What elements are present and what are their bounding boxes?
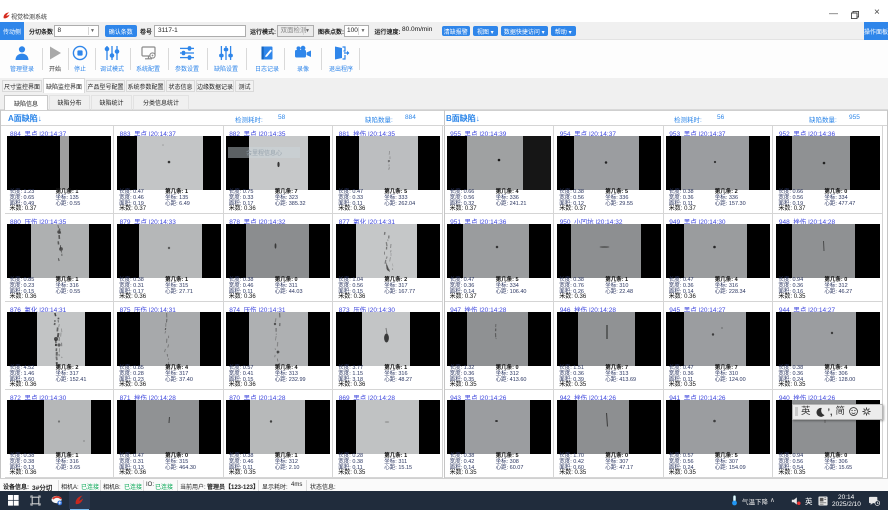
svg-text:会里程信息心: 会里程信息心 — [246, 149, 282, 157]
